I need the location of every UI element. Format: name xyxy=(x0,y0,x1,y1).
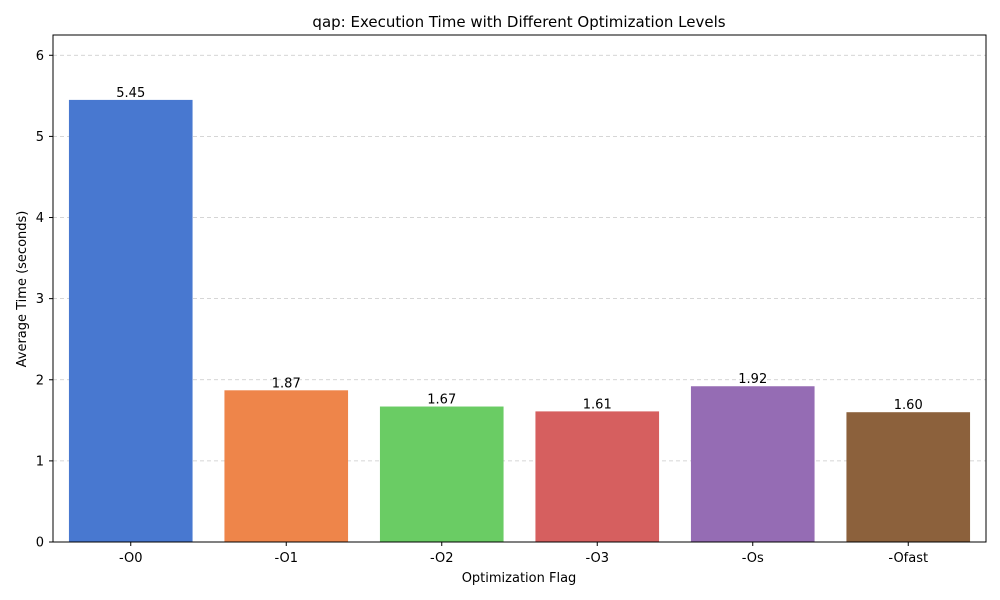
x-tick-label: -O2 xyxy=(430,551,454,566)
bar-value-label: 1.61 xyxy=(583,397,612,412)
y-gridlines xyxy=(53,54,986,462)
y-tick-label: 1 xyxy=(36,454,44,469)
bar xyxy=(846,412,971,542)
bar-value-label: 5.45 xyxy=(116,86,145,101)
x-tick-label: -O0 xyxy=(119,551,143,566)
plot-frame xyxy=(52,34,987,543)
x-tick-label: -O1 xyxy=(274,551,298,566)
y-tick-label: 2 xyxy=(36,373,44,388)
x-tick-label: -O3 xyxy=(585,551,609,566)
x-axis-ticks: -O0 -O1 -O2 -O3 -Os -Ofast xyxy=(119,542,928,566)
y-axis-ticks: 0 1 2 3 4 5 6 xyxy=(36,49,53,551)
y-tick-label: 4 xyxy=(36,211,44,226)
bar xyxy=(68,99,193,543)
bars xyxy=(68,99,971,543)
chart-title: qap: Execution Time with Different Optim… xyxy=(312,13,725,31)
bar-value-labels: 5.45 1.87 1.67 1.61 1.92 1.60 xyxy=(116,86,922,413)
y-axis-label: Average Time (seconds) xyxy=(15,211,30,368)
bar xyxy=(224,390,349,542)
y-tick-label: 0 xyxy=(36,536,44,551)
bar xyxy=(379,406,504,542)
bar-value-label: 1.67 xyxy=(427,393,456,408)
bar-value-label: 1.92 xyxy=(738,372,767,387)
bar xyxy=(690,386,815,542)
x-axis-label: Optimization Flag xyxy=(462,571,577,586)
bar-value-label: 1.60 xyxy=(894,398,923,413)
y-tick-label: 5 xyxy=(36,130,44,145)
y-tick-label: 6 xyxy=(36,49,44,64)
bar xyxy=(535,411,660,542)
x-tick-label: -Ofast xyxy=(888,551,928,566)
x-tick-label: -Os xyxy=(742,551,764,566)
bar-value-label: 1.87 xyxy=(272,376,301,391)
y-tick-label: 3 xyxy=(36,292,44,307)
